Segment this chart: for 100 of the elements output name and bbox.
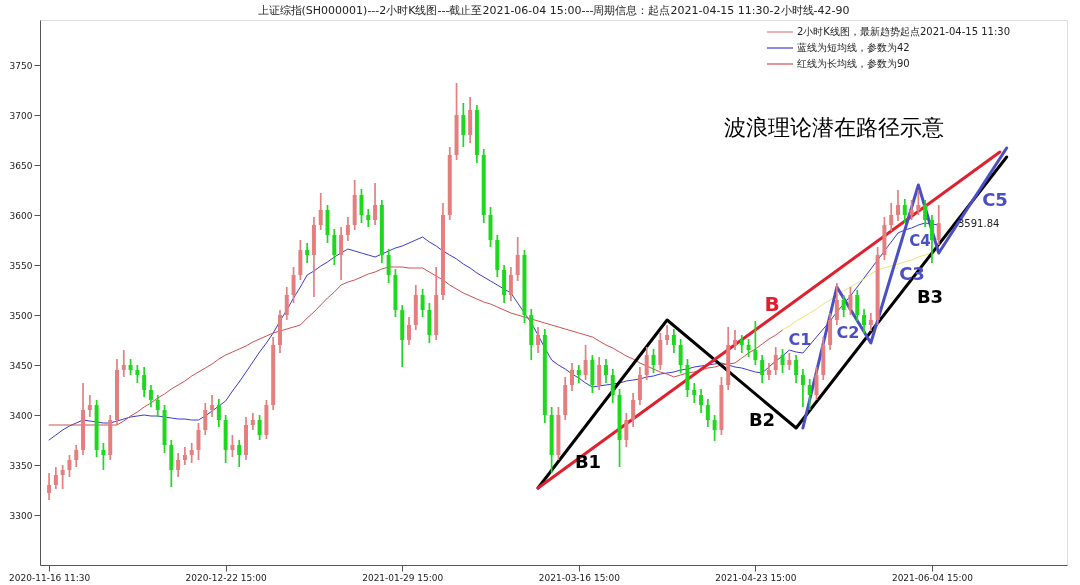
- annotation: C2: [836, 323, 860, 342]
- annotation: C4: [909, 232, 931, 250]
- candlestick: [807, 378, 812, 411]
- candlestick: [909, 199, 914, 221]
- candlestick: [189, 442, 194, 464]
- candlestick: [733, 329, 737, 351]
- candlestick: [712, 414, 717, 442]
- candlestick: [760, 354, 765, 384]
- candlestick: [624, 412, 629, 448]
- candlestick: [203, 402, 208, 436]
- candlestick: [699, 388, 704, 414]
- annotation: B1: [574, 451, 602, 472]
- candlestick: [359, 188, 364, 224]
- candlestick: [67, 454, 72, 478]
- candlestick: [794, 354, 799, 384]
- candlestick: [536, 326, 541, 354]
- candlestick: [257, 414, 262, 441]
- y-tick-label: 3650: [9, 160, 33, 171]
- x-tick-label: 2021-06-04 15:00: [891, 572, 974, 583]
- candlestick: [196, 422, 201, 461]
- annotation: 3591.84: [958, 218, 1000, 229]
- candlestick: [862, 308, 867, 334]
- candlestick: [631, 392, 636, 428]
- y-tick-label: 3500: [9, 310, 33, 321]
- candlestick: [461, 102, 466, 148]
- candlestick: [800, 368, 805, 408]
- x-tick-label: 2021-04-23 15:00: [715, 572, 797, 583]
- candlestick: [692, 382, 697, 404]
- candlestick: [386, 248, 391, 284]
- candlestick: [373, 182, 378, 226]
- candlestick: [407, 316, 412, 346]
- x-tick-label: 2021-03-16 15:00: [538, 572, 621, 583]
- candlestick: [705, 398, 710, 428]
- candlestick: [929, 214, 934, 264]
- y-tick-label: 3350: [9, 460, 33, 471]
- x-tick-label: 2020-11-16 11:30: [9, 572, 91, 583]
- candlestick: [332, 228, 337, 266]
- candlestick: [841, 294, 846, 318]
- candlestick: [339, 226, 344, 281]
- candlestick: [644, 346, 649, 381]
- candlestick: [916, 189, 921, 216]
- candlestick: [291, 266, 296, 304]
- candlestick: [216, 398, 221, 428]
- candlestick: [902, 198, 907, 224]
- annotation: C1: [788, 330, 812, 349]
- candlestick: [148, 384, 153, 408]
- x-tick-label: 2020-12-22 15:00: [185, 572, 267, 583]
- candlestick: [210, 394, 215, 418]
- candlestick: [345, 216, 350, 242]
- y-tick-label: 3700: [9, 110, 33, 121]
- candlestick: [176, 452, 181, 478]
- candlestick: [603, 358, 608, 384]
- annotation: B3: [916, 286, 944, 307]
- y-tick-label: 3300: [9, 510, 33, 521]
- candlestick: [87, 394, 92, 418]
- candlestick: [895, 189, 900, 222]
- annotation: C5: [982, 189, 1008, 210]
- chart-title: 上证综指(SH000001)---2小时K线图---截止至2021-06-04 15:00---周期信息：起点2021-04-15 11:30-2小时线-42-90: [257, 4, 850, 17]
- candlestick: [74, 444, 79, 468]
- candlestick: [780, 348, 785, 374]
- candlestick: [305, 242, 310, 264]
- annotation: 波浪理论潜在路径示意: [724, 115, 944, 140]
- candlestick: [923, 199, 928, 228]
- candlestick: [671, 328, 676, 354]
- x-tick-label: 2021-01-29 15:00: [362, 572, 444, 583]
- candlestick: [47, 472, 52, 501]
- annotation: B2: [748, 409, 776, 430]
- legend-label: 2小时K线图，最新趋势起点2021-04-15 11:30: [797, 26, 1011, 37]
- annotation: B: [764, 292, 780, 316]
- candlestick: [936, 204, 941, 246]
- candlestick: [101, 442, 106, 471]
- candlestick: [155, 394, 160, 418]
- y-tick-label: 3450: [9, 360, 33, 371]
- candlestick: [583, 344, 588, 381]
- candlestick: [773, 346, 778, 376]
- candlestick: [814, 366, 819, 401]
- candlestick: [284, 286, 289, 321]
- candlestick: [515, 236, 520, 282]
- candlestick: [508, 266, 513, 302]
- candlestick: [848, 286, 853, 316]
- candlestick: [60, 464, 65, 490]
- candlestick: [53, 466, 58, 490]
- candlestick: [610, 368, 615, 404]
- candlestick: [665, 324, 670, 346]
- candlestick: [237, 439, 242, 468]
- line-series: [48, 222, 940, 441]
- candlestick: [570, 362, 575, 392]
- legend-label: 红线为长均线，参数为90: [797, 58, 910, 69]
- y-tick-label: 3550: [9, 260, 33, 271]
- candlestick: [230, 434, 235, 458]
- candlestick: [318, 192, 323, 231]
- legend-label: 蓝线为短均线，参数为42: [797, 42, 910, 53]
- candlestick: [889, 202, 894, 232]
- candlestick: [678, 338, 683, 374]
- y-tick-label: 3750: [9, 60, 33, 71]
- y-tick-label: 3400: [9, 410, 33, 421]
- candlestick: [420, 288, 425, 318]
- candlestick: [753, 320, 758, 366]
- candlestick: [121, 349, 126, 378]
- candlestick: [855, 289, 860, 322]
